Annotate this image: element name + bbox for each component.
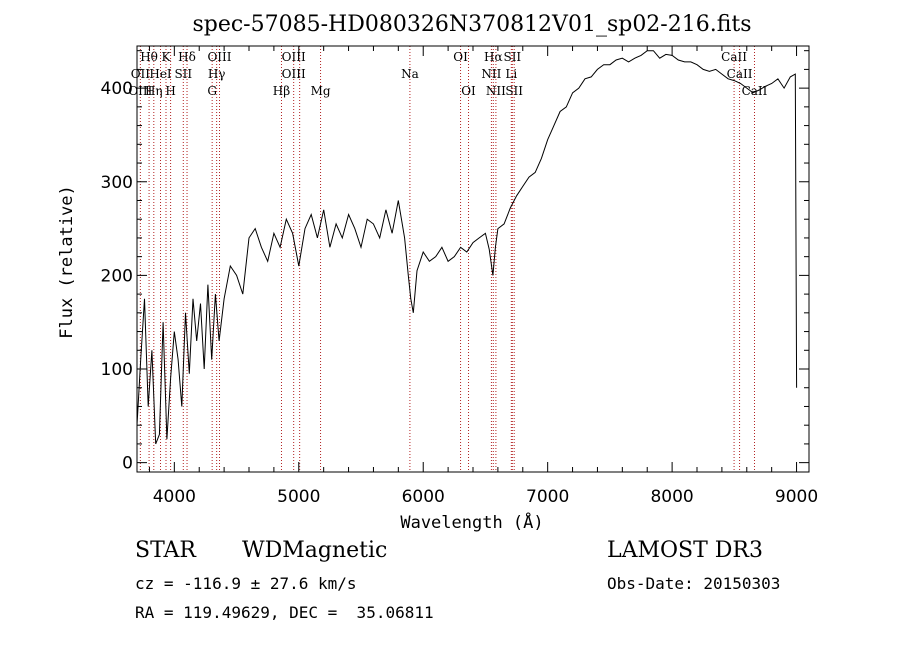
y-axis-label: Flux (relative) (57, 185, 77, 339)
x-axis-label: Wavelength (Å) (400, 511, 543, 533)
object-class: STAR (135, 538, 196, 563)
x-tick-label: 7000 (526, 487, 569, 507)
coordinates: RA = 119.49629, DEC = 35.06811 (135, 603, 434, 622)
line-label-7: SII (503, 50, 521, 64)
line-label-6: Hα (484, 50, 503, 64)
spectral-line-markers (139, 46, 755, 472)
redshift-velocity: cz = -116.9 ± 27.6 km/s (135, 574, 357, 593)
line-label-26: SII (505, 84, 523, 98)
x-axis: 4000 5000 6000 7000 8000 9000 (148, 46, 818, 507)
y-tick-label: 100 (101, 360, 133, 380)
line-label-22: Hβ (273, 84, 290, 98)
line-label-14: Na (401, 67, 419, 81)
line-label-3: OIII (207, 50, 231, 64)
line-label-0: Hθ (140, 50, 158, 64)
y-tick-label: 400 (101, 79, 133, 99)
line-label-4: OIII (282, 50, 306, 64)
line-label-13: OIII (282, 67, 306, 81)
line-label-1: K (162, 50, 172, 64)
line-label-2: Hδ (178, 50, 196, 64)
line-label-5: OI (453, 50, 468, 64)
object-subclass: WDMagnetic (242, 538, 388, 563)
line-label-21: G (207, 84, 217, 98)
survey-name: LAMOST DR3 (607, 538, 763, 563)
plot-frame (136, 45, 810, 473)
line-label-11: SII (174, 67, 192, 81)
line-label-10: HeI (149, 67, 172, 81)
x-tick-label: 4000 (153, 487, 196, 507)
line-label-17: CaII (727, 67, 753, 81)
y-tick-label: 0 (122, 454, 133, 474)
line-label-8: CaII (721, 50, 747, 64)
line-label-19: Hη (145, 84, 163, 98)
line-label-16: Li (505, 67, 517, 81)
line-label-12: Hγ (208, 67, 226, 81)
spectrum-line (136, 50, 798, 445)
observation-date: Obs-Date: 20150303 (607, 574, 781, 593)
x-tick-label: 8000 (650, 487, 693, 507)
line-label-20: H (165, 84, 175, 98)
line-label-24: OI (461, 84, 476, 98)
line-label-23: Mg (311, 84, 331, 98)
x-tick-label: 6000 (402, 487, 445, 507)
line-label-18: OIII (128, 84, 152, 98)
chart-title: spec-57085-HD080326N370812V01_sp02-216.f… (192, 12, 751, 37)
y-tick-label: 300 (101, 173, 133, 193)
x-tick-label: 5000 (277, 487, 320, 507)
line-label-25: NII (486, 84, 506, 98)
x-tick-label: 9000 (775, 487, 818, 507)
line-label-15: NII (481, 67, 501, 81)
y-tick-label: 200 (101, 266, 133, 286)
y-axis: 0 100 200 300 400 (101, 50, 809, 474)
line-label-27: CaII (742, 84, 768, 98)
line-label-9: OII (131, 67, 151, 81)
